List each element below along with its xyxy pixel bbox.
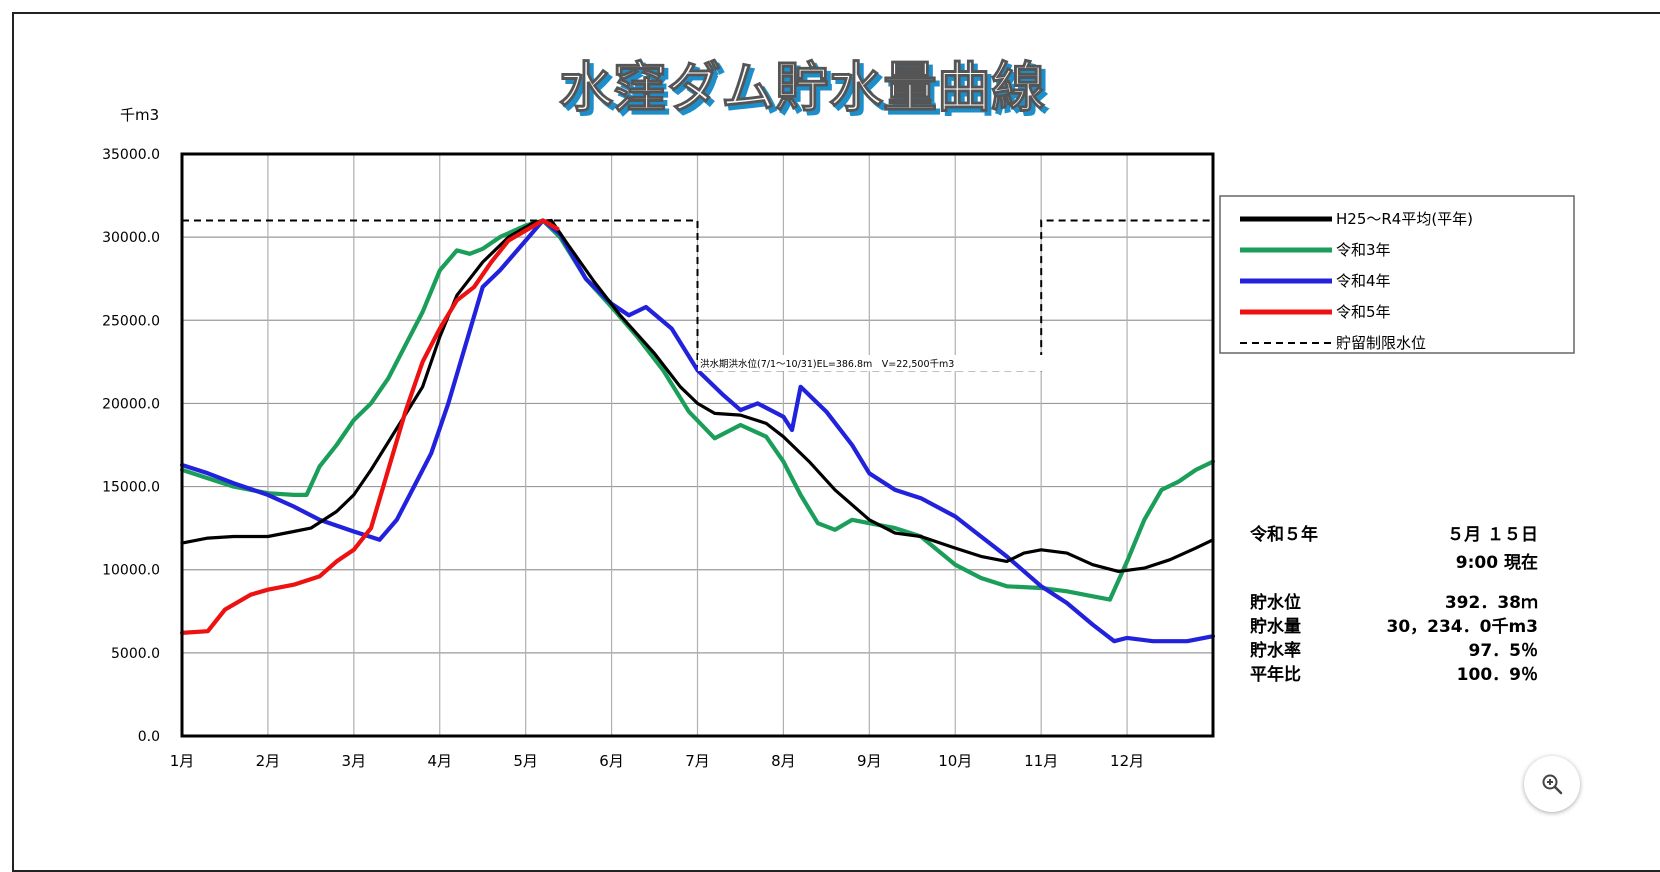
x-tick-label: 1月 — [170, 752, 195, 770]
status-rate-value: 97．5％ — [1469, 641, 1539, 661]
y-tick-label: 25000.0 — [102, 313, 160, 329]
legend-label: H25～R4平均(平年) — [1336, 210, 1473, 228]
chart-frame: 水窪ダム貯水量曲線 千m3 0.0 5000.0 10000.0 15000.0 200… — [12, 12, 1660, 872]
status-volume-value: 30，234．0千m3 — [1386, 617, 1538, 637]
status-date: ５月 １５日 — [1447, 525, 1538, 545]
x-tick-label: 7月 — [685, 752, 710, 770]
series-line-2 — [179, 218, 1216, 644]
x-tick-label: 5月 — [513, 752, 538, 770]
legend-label: 令和4年 — [1336, 272, 1391, 290]
zoom-button[interactable] — [1524, 756, 1580, 812]
y-tick-label: 35000.0 — [102, 147, 160, 163]
y-tick-label: 5000.0 — [111, 646, 160, 662]
y-tick-label: 20000.0 — [102, 396, 160, 412]
chart: 水窪ダム貯水量曲線 千m3 0.0 5000.0 10000.0 15000.0 200… — [102, 55, 1575, 770]
status-ratio-label: 平年比 — [1250, 664, 1301, 685]
status-ratio-value: 100．9％ — [1457, 665, 1538, 685]
x-tick-label: 6月 — [599, 752, 624, 770]
status-year: 令和５年 — [1250, 524, 1318, 545]
zoom-in-icon — [1542, 774, 1563, 795]
legend-label: 令和3年 — [1336, 241, 1391, 259]
x-tick-label: 3月 — [342, 752, 367, 770]
status-volume-label: 貯水量 — [1250, 616, 1301, 637]
series-line-0 — [180, 218, 1215, 573]
x-tick-label: 10月 — [938, 752, 972, 770]
x-tick-label: 8月 — [771, 752, 796, 770]
x-tick-label: 2月 — [256, 752, 281, 770]
x-axis: 1月 2月 3月 4月 5月 6月 7月 8月 9月 10月 11月 12月 — [170, 752, 1144, 770]
flood-label-bg — [698, 355, 1050, 371]
x-tick-label: 4月 — [427, 752, 452, 770]
y-tick-label: 30000.0 — [102, 230, 160, 246]
status-time: 9:00 現在 — [1456, 552, 1538, 573]
status-rate-label: 貯水率 — [1250, 640, 1301, 661]
y-axis: 0.0 5000.0 10000.0 15000.0 20000.0 25000.0 300… — [102, 147, 160, 745]
series-line-3 — [179, 218, 560, 635]
legend-label: 貯留制限水位 — [1336, 334, 1426, 352]
plot-border — [180, 152, 1215, 738]
series-line-1 — [179, 218, 1216, 602]
y-tick-label: 0.0 — [138, 729, 160, 745]
x-tick-label: 11月 — [1024, 752, 1058, 770]
legend-box — [1219, 195, 1575, 354]
x-tick-label: 12月 — [1110, 752, 1144, 770]
status-level-label: 貯水位 — [1250, 592, 1301, 613]
legend-label: 令和5年 — [1336, 303, 1391, 321]
y-tick-label: 15000.0 — [102, 480, 160, 496]
series-layer — [179, 218, 1216, 644]
status-level-value: 392．38ｍ — [1445, 593, 1538, 613]
y-tick-label: 10000.0 — [102, 563, 160, 579]
flood-limit-annotation: 洪水期洪水位(7/1～10/31)EL=386.8m V=22,500千m3 — [700, 358, 954, 370]
y-axis-unit: 千m3 — [120, 106, 159, 124]
chart-title: 水窪ダム貯水量曲線 — [559, 56, 1045, 119]
x-tick-label: 9月 — [857, 752, 882, 770]
status-panel: 令和５年 ５月 １５日 9:00 現在 貯水位 392．38ｍ 貯水量 30，2… — [1250, 524, 1538, 685]
